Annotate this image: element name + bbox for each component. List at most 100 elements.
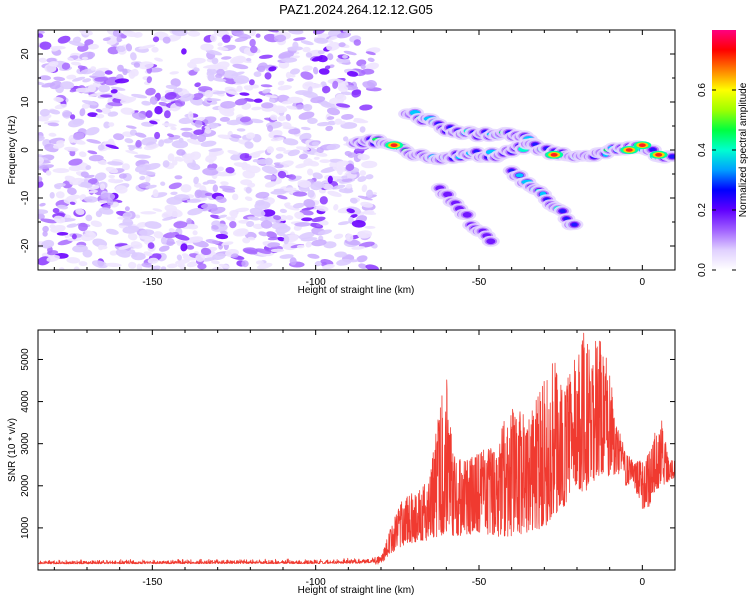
- noise-blob: [67, 57, 74, 61]
- colorbar: 0.0 0.2 0.4 0.6 Normalized spectral amplitu…: [697, 30, 749, 277]
- noise-blob: [56, 204, 69, 210]
- noise-blob: [240, 179, 253, 186]
- noise-blob: [79, 108, 86, 117]
- noise-blob: [145, 175, 151, 183]
- noise-blob: [53, 76, 66, 81]
- noise-blob: [125, 43, 133, 52]
- noise-blob: [357, 230, 373, 239]
- noise-blob: [327, 190, 342, 197]
- noise-blob: [88, 43, 99, 50]
- noise-blob: [165, 84, 178, 90]
- noise-blob: [248, 79, 255, 86]
- noise-blob: [327, 175, 333, 184]
- noise-blob: [179, 93, 195, 102]
- noise-blob: [180, 184, 192, 193]
- noise-blob: [171, 30, 188, 37]
- signal-faint-branch: [486, 238, 496, 245]
- noise-blob: [294, 222, 311, 227]
- noise-blob: [357, 176, 367, 182]
- noise-blob: [210, 206, 226, 214]
- noise-blob: [351, 219, 366, 228]
- noise-blob: [300, 40, 314, 46]
- noise-blob: [136, 263, 143, 270]
- noise-blob: [107, 111, 119, 117]
- noise-blob: [187, 111, 194, 120]
- noise-blob: [90, 66, 97, 71]
- noise-blob: [193, 67, 200, 72]
- noise-blob: [316, 121, 331, 127]
- noise-blob: [194, 82, 201, 88]
- noise-blob: [204, 98, 222, 102]
- noise-blob: [193, 129, 205, 136]
- noise-blob: [222, 34, 231, 43]
- noise-blob: [303, 104, 310, 108]
- noise-blob: [289, 68, 301, 75]
- noise-blob: [48, 61, 59, 67]
- noise-blob: [270, 190, 286, 195]
- noise-blob: [267, 242, 281, 248]
- noise-blob: [107, 161, 123, 166]
- noise-blob: [235, 32, 252, 39]
- noise-blob: [250, 45, 258, 54]
- noise-blob: [162, 36, 171, 44]
- noise-blob: [365, 264, 379, 270]
- noise-blob: [91, 260, 108, 269]
- signal-main-ridge: [649, 147, 656, 152]
- noise-blob: [305, 52, 313, 58]
- noise-blob: [277, 85, 292, 91]
- spectrogram-signal-trace: [345, 107, 675, 247]
- noise-blob: [73, 132, 85, 141]
- noise-blob: [149, 96, 158, 105]
- noise-blob: [197, 190, 209, 198]
- noise-blob: [82, 249, 93, 258]
- noise-blob: [55, 191, 65, 199]
- noise-blob: [267, 124, 274, 132]
- noise-blob: [230, 211, 238, 219]
- noise-blob: [162, 123, 177, 127]
- noise-blob: [186, 261, 198, 268]
- noise-blob: [69, 201, 76, 205]
- noise-blob: [337, 221, 350, 226]
- noise-blob: [260, 220, 273, 229]
- noise-blob: [173, 221, 188, 229]
- noise-blob: [286, 105, 299, 110]
- signal-peak-point: [638, 143, 646, 147]
- noise-blob: [38, 176, 43, 183]
- noise-blob: [260, 84, 273, 88]
- noise-blob: [277, 236, 285, 242]
- noise-blob: [38, 33, 44, 38]
- noise-blob: [130, 241, 143, 249]
- noise-blob: [342, 54, 348, 59]
- noise-blob: [282, 138, 299, 146]
- noise-blob: [233, 162, 248, 168]
- spectrogram-x-tick-label: -100: [306, 277, 326, 288]
- noise-blob: [189, 57, 206, 64]
- noise-blob: [209, 33, 217, 43]
- noise-blob: [277, 115, 286, 122]
- snr-y-tick-label: 1000: [20, 516, 31, 539]
- noise-blob: [210, 214, 221, 219]
- noise-blob: [319, 159, 331, 164]
- noise-blob: [162, 160, 170, 168]
- noise-blob: [239, 116, 251, 123]
- noise-blob: [332, 184, 346, 190]
- noise-blob: [336, 32, 352, 39]
- noise-blob: [53, 97, 64, 103]
- noise-blob: [181, 131, 193, 138]
- noise-blob: [138, 170, 156, 176]
- noise-blob: [88, 189, 99, 194]
- snr-x-tick-label: -50: [472, 577, 487, 588]
- noise-blob: [313, 156, 320, 160]
- noise-blob: [275, 153, 284, 159]
- noise-blob: [212, 90, 227, 95]
- noise-blob: [160, 181, 166, 186]
- noise-blob: [131, 93, 148, 99]
- noise-blob: [49, 192, 55, 199]
- noise-blob: [67, 237, 82, 242]
- noise-blob: [67, 187, 77, 195]
- snr-x-tick-label: 0: [640, 577, 646, 588]
- noise-blob: [152, 189, 159, 198]
- noise-blob: [78, 261, 88, 267]
